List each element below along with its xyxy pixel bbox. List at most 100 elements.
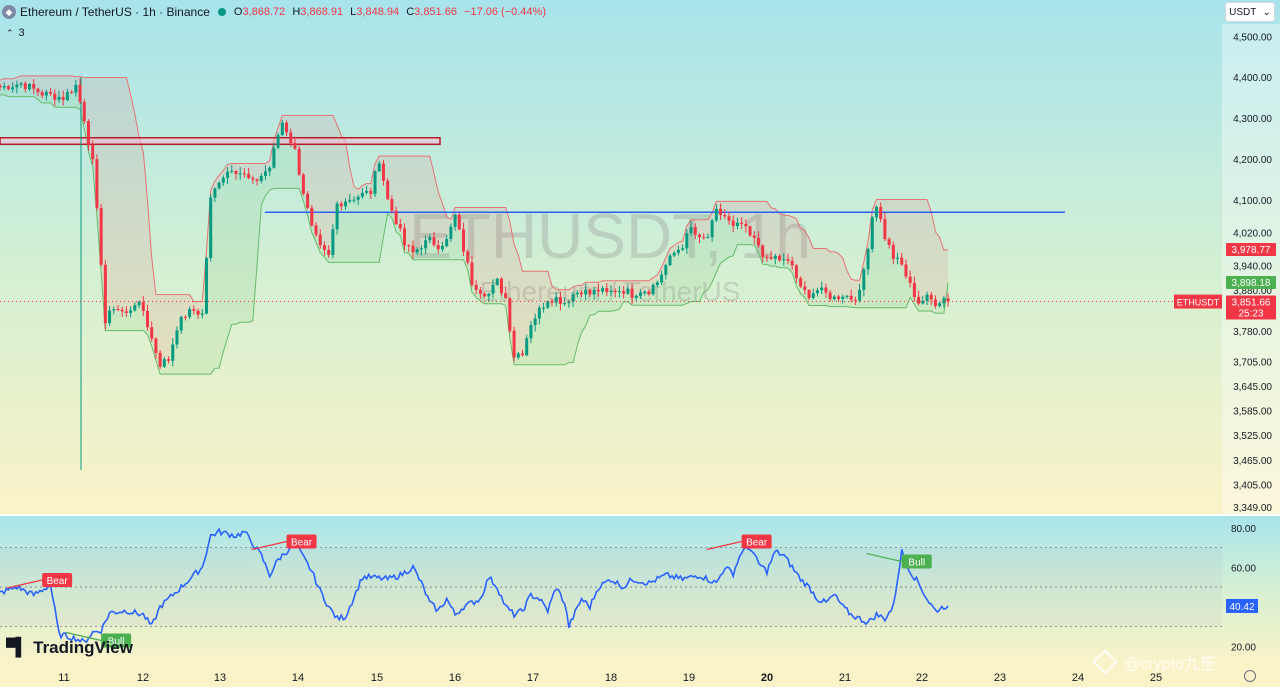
candle-body (512, 330, 516, 358)
candle-body (15, 84, 19, 88)
divergence-line (706, 540, 742, 551)
candle-body (335, 203, 339, 230)
candle-body (672, 252, 676, 256)
candle-body (167, 359, 171, 361)
time-tick-label: 17 (527, 672, 539, 684)
candle-body (297, 148, 301, 175)
last-price-tag-text: 25:23 (1238, 309, 1263, 320)
price-tick-label: 3,349.00 (1233, 503, 1272, 514)
candle-body (398, 224, 402, 229)
candle-body (234, 170, 238, 175)
main-pane-background (0, 0, 1280, 515)
tradingview-logo[interactable]: ▀▍ TradingView (6, 638, 133, 658)
price-tick-label: 3,585.00 (1233, 407, 1272, 418)
rsi-tick-label: 80.00 (1231, 524, 1256, 535)
candle-body (584, 289, 588, 295)
ohlc-open: 3,868.72 (242, 6, 286, 18)
candle-body (786, 259, 790, 261)
candle-body (647, 291, 651, 295)
divergence-label-bg (286, 534, 317, 549)
currency-select[interactable]: USDT ⌄ (1225, 2, 1275, 22)
price-tick-label: 3,465.00 (1233, 456, 1272, 467)
candle-body (23, 83, 27, 90)
candle-body (242, 173, 246, 175)
candle-body (731, 220, 735, 226)
candle-body (411, 245, 415, 253)
candle-body (896, 257, 900, 259)
candle-body (457, 214, 461, 230)
binance-square-icon (1092, 649, 1118, 675)
candle-body (794, 265, 798, 279)
candle-body (263, 171, 267, 176)
candle-body (226, 171, 230, 178)
candle-body (853, 299, 857, 301)
candle-body (238, 173, 242, 175)
candle-body (108, 310, 112, 324)
rsi-pane: Bear Bull Bear Bear Bull 80.00 60.00 20.00 (0, 524, 1256, 653)
candle-body (196, 310, 200, 315)
candle-body (407, 245, 411, 247)
candle-body (40, 92, 44, 96)
divergence-label-bg (101, 633, 132, 648)
lower-band-price-tag-bg (1226, 276, 1276, 290)
candle-body (99, 207, 103, 265)
candle-body (820, 287, 824, 291)
candle-body (613, 290, 617, 293)
candle-body (904, 264, 908, 277)
candle-body (11, 87, 15, 90)
candle-body (516, 353, 520, 358)
divergence-line (866, 552, 902, 563)
candle-body (331, 229, 335, 255)
candle-body (306, 193, 310, 208)
candle-body (280, 122, 284, 135)
divergence-label: Bull (908, 558, 925, 569)
candle-body (339, 203, 343, 207)
symbol-title[interactable]: Ethereum / TetherUS · 1h · Binance (20, 5, 210, 19)
candle-body (217, 182, 221, 189)
candle-body (799, 278, 803, 287)
ohlc-change: −17.06 (−0.44%) (464, 6, 546, 18)
candle-body (858, 289, 862, 301)
candle-body (803, 286, 807, 291)
time-tick-label: 20 (761, 672, 773, 684)
candle-body (942, 298, 946, 304)
time-axis-background (0, 666, 1280, 687)
lower-band-fill (0, 83, 949, 375)
candle-body (769, 257, 773, 259)
candle-body (428, 237, 432, 241)
upper-band-price-tag-text: 3,978.77 (1232, 245, 1271, 256)
candle-body (314, 225, 318, 235)
lower-band-price-tag-text: 3,898.18 (1232, 278, 1271, 289)
ohlc-close: 3,851.66 (414, 6, 457, 18)
candle-body (200, 313, 204, 315)
indicators-toggle[interactable]: ⌃ 3 (6, 27, 25, 39)
candle-body (449, 226, 453, 239)
candle-body (575, 292, 579, 295)
candle-body (525, 338, 529, 356)
currency-label: USDT (1229, 6, 1257, 18)
candle-body (537, 307, 541, 319)
candle-body (478, 290, 482, 294)
ohlc-low: 3,848.94 (356, 6, 400, 18)
candle-body (542, 307, 546, 309)
candle-body (499, 278, 503, 294)
divergence-label-bg (42, 573, 73, 588)
price-tick-label: 3,880.00 (1233, 286, 1272, 297)
price-tick-label: 4,400.00 (1233, 73, 1272, 84)
candle-body (285, 122, 289, 133)
rsi-line (0, 527, 949, 644)
upper-band-price-tag-bg (1226, 243, 1276, 257)
candle-body (124, 311, 128, 313)
candle-body (765, 256, 769, 258)
candle-body (626, 288, 630, 294)
candle-body (491, 284, 495, 294)
candle-body (453, 214, 457, 227)
candle-body (394, 210, 398, 225)
candle-body (32, 84, 36, 89)
candle-body (815, 290, 819, 294)
candle-body (664, 265, 668, 275)
gear-icon[interactable] (1244, 670, 1256, 682)
ohlc-readout: O3,868.72 H3,868.91 L3,848.94 C3,851.66 … (233, 6, 546, 18)
